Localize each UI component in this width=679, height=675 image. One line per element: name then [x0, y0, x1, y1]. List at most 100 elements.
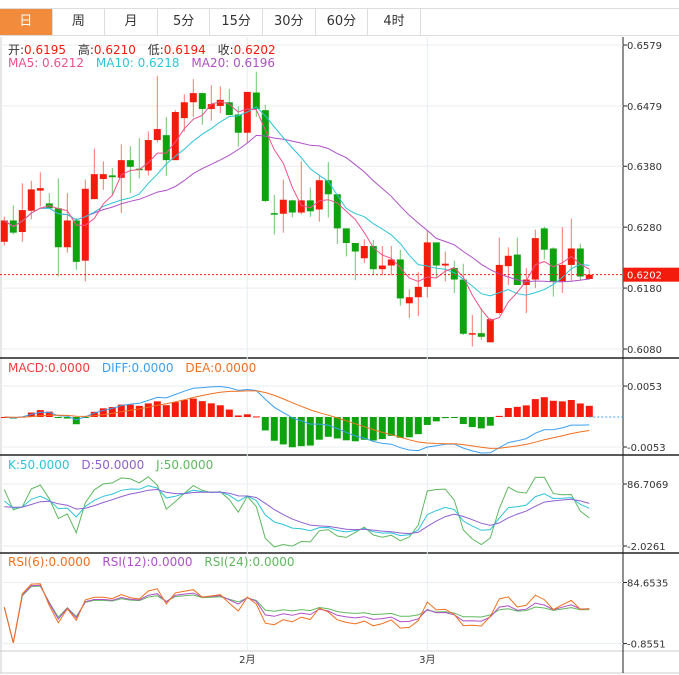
x-tick-label: 3月: [419, 654, 435, 666]
candle: [315, 174, 323, 222]
macd-bar: [513, 406, 521, 417]
ma20-value: MA20: 0.6196: [191, 56, 276, 70]
candle: [126, 146, 134, 194]
candle-body: [153, 129, 161, 141]
candle: [423, 230, 431, 298]
candle: [405, 289, 413, 318]
candle-body: [27, 189, 35, 211]
candle-body: [396, 259, 404, 299]
candle: [198, 92, 206, 125]
candle: [522, 267, 530, 314]
open-value: 0.6195: [24, 43, 67, 57]
candle: [558, 227, 566, 293]
candle-body: [450, 267, 458, 280]
macd-bar: [270, 417, 278, 441]
candle: [396, 249, 404, 306]
macd-tick-label: -0.0053: [627, 443, 666, 454]
candle-body: [225, 102, 233, 116]
candle: [270, 194, 278, 235]
candle-body: [36, 188, 44, 191]
macd-bar: [486, 417, 494, 426]
candle-body: [0, 220, 8, 242]
tab-month[interactable]: 月: [105, 9, 158, 35]
candle-body: [171, 112, 179, 161]
candle: [567, 218, 575, 282]
candle: [90, 148, 98, 200]
candle: [261, 104, 269, 203]
macd-bar: [333, 417, 341, 439]
candle: [414, 272, 422, 317]
candle-body: [288, 200, 296, 213]
candle-body: [99, 174, 107, 180]
rsi6-value: RSI(6):0.0000: [8, 555, 91, 569]
rsi24-value: RSI(24):0.0000: [204, 555, 295, 569]
macd-bar: [405, 417, 413, 438]
macd-bar: [117, 404, 125, 417]
candle: [387, 246, 395, 276]
macd-bar: [450, 417, 458, 418]
candle-body: [117, 160, 125, 178]
candle-body: [405, 297, 413, 304]
macd-bar: [279, 417, 287, 445]
macd-bar: [423, 417, 431, 425]
macd-bar: [396, 417, 404, 438]
tab-5min[interactable]: 5分: [158, 9, 211, 35]
candle: [531, 229, 539, 289]
macd-bar: [504, 407, 512, 417]
macd-bar: [585, 405, 593, 417]
candle-body: [522, 279, 530, 286]
macd-bar: [387, 417, 395, 436]
candle: [306, 187, 314, 217]
tab-15min[interactable]: 15分: [210, 9, 263, 35]
candle-body: [441, 263, 449, 266]
candle-body: [180, 102, 188, 119]
rsi-legend: RSI(6):0.0000 RSI(12):0.0000 RSI(24):0.0…: [8, 555, 303, 569]
macd-bar: [288, 417, 296, 448]
candle: [72, 218, 80, 270]
macd-bar: [36, 410, 44, 417]
price-tick-label: 0.6380: [627, 162, 662, 173]
candle-body: [90, 174, 98, 200]
kdj-legend: K:50.0000 D:50.0000 J:50.0000: [8, 458, 221, 472]
macd-tick-label: 0.0053: [627, 382, 662, 393]
macd-value: MACD:0.0000: [8, 361, 91, 375]
macd-bar: [351, 417, 359, 442]
macd-bar: [99, 408, 107, 417]
price-tick-label: 0.6080: [627, 345, 662, 356]
candle: [99, 161, 107, 190]
tab-60min[interactable]: 60分: [316, 9, 369, 35]
macd-bar: [63, 417, 71, 419]
candle: [513, 237, 521, 286]
tab-30min[interactable]: 30分: [263, 9, 316, 35]
candle-body: [234, 114, 242, 133]
candle-body: [333, 194, 341, 229]
candle: [216, 86, 224, 114]
candle-body: [432, 242, 440, 266]
tab-week[interactable]: 周: [53, 9, 106, 35]
candle: [54, 178, 62, 277]
candle-body: [351, 242, 359, 252]
macd-bar: [540, 397, 548, 417]
candle-body: [297, 200, 305, 213]
macd-bar: [261, 417, 269, 431]
candle-body: [486, 319, 494, 343]
macd-bar: [549, 400, 557, 417]
period-tabs: 日 周 月 5分 15分 30分 60分 4时: [0, 8, 679, 36]
macd-bar: [468, 417, 476, 428]
candle: [117, 144, 125, 214]
tab-day[interactable]: 日: [0, 9, 53, 35]
macd-bar: [243, 414, 251, 417]
macd-bar: [189, 398, 197, 417]
rsi12-line: [3, 584, 590, 644]
rsi-tick-label: 84.6535: [627, 579, 668, 590]
candle: [549, 247, 557, 297]
candle-body: [216, 99, 224, 106]
macd-bar: [432, 417, 440, 422]
candle: [279, 179, 287, 233]
tab-4hour[interactable]: 4时: [368, 9, 421, 35]
macd-bar: [459, 417, 467, 425]
dea-line: [4, 390, 590, 449]
candle-body: [342, 228, 350, 243]
current-price-label: 0.6202: [627, 271, 662, 282]
